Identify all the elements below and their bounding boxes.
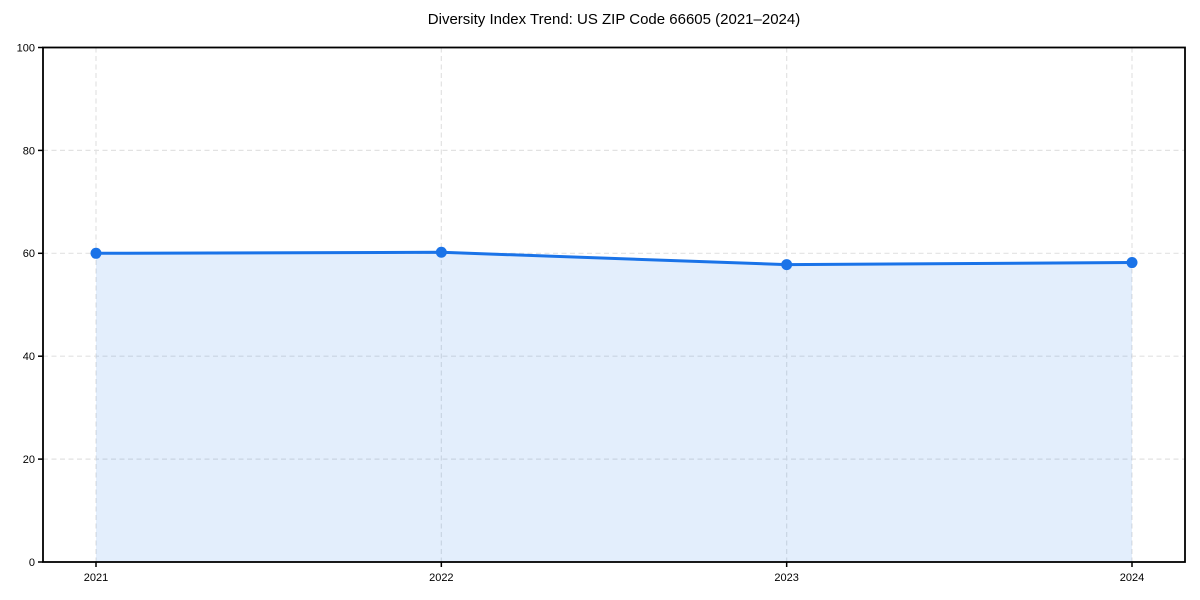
x-tick-label-2024: 2024 <box>1120 572 1144 584</box>
data-point-2022 <box>435 246 447 258</box>
y-tick-label-20: 20 <box>23 454 35 466</box>
y-tick-label-60: 60 <box>23 248 35 260</box>
y-tick-label-100: 100 <box>17 42 35 54</box>
chart-title: Diversity Index Trend: US ZIP Code 66605… <box>427 11 801 28</box>
x-tick-label-2023: 2023 <box>774 572 798 584</box>
trend-line <box>94 250 1134 267</box>
data-point-2024 <box>1126 257 1138 269</box>
data-point-2023 <box>781 259 793 271</box>
y-tick-label-40: 40 <box>23 351 35 363</box>
plot-border <box>42 46 1186 563</box>
area-fill <box>96 252 1132 562</box>
x-tick-label-2021: 2021 <box>84 572 108 584</box>
y-tick-label-80: 80 <box>23 145 35 157</box>
x-tick-label-2022: 2022 <box>429 572 453 584</box>
data-point-2021 <box>90 247 102 259</box>
y-tick-label-0: 0 <box>29 557 35 569</box>
